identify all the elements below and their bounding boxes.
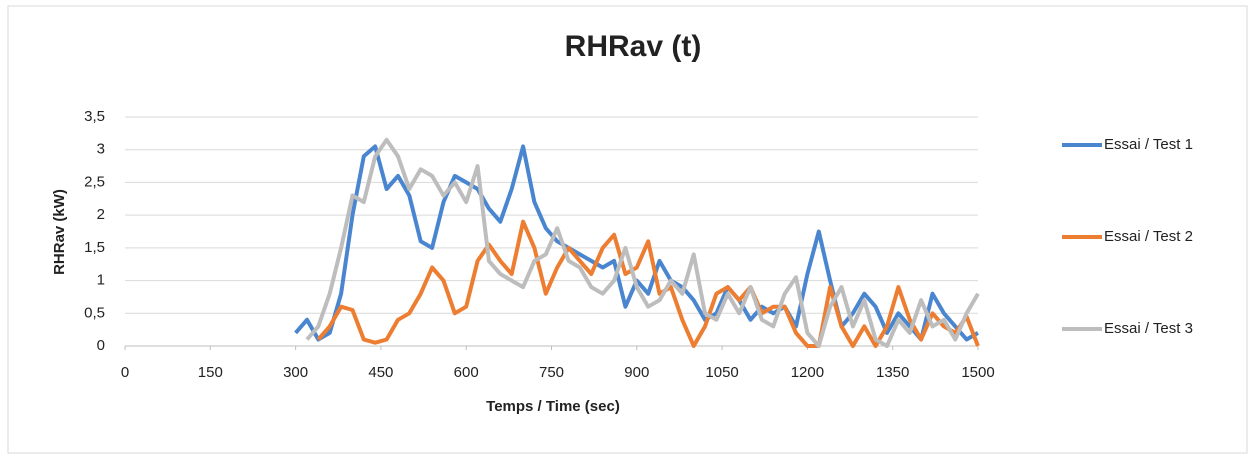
y-axis-label: RHRav (kW) bbox=[51, 189, 68, 275]
legend-label: Essai / Test 1 bbox=[1104, 136, 1193, 153]
x-tick-label: 1050 bbox=[705, 364, 738, 381]
legend-label: Essai / Test 3 bbox=[1104, 320, 1193, 337]
data-line bbox=[305, 137, 980, 348]
x-tick-label: 0 bbox=[121, 364, 129, 381]
y-tick-label: 3 bbox=[97, 141, 105, 158]
x-tick-label: 1350 bbox=[876, 364, 909, 381]
x-tick-label: 1200 bbox=[791, 364, 824, 381]
y-tick-label: 2 bbox=[97, 206, 105, 223]
y-tick-label: 0 bbox=[97, 337, 105, 354]
chart-title: RHRav (t) bbox=[565, 30, 702, 63]
x-axis-label: Temps / Time (sec) bbox=[486, 398, 620, 415]
x-tick-label: 600 bbox=[454, 364, 479, 381]
y-tick-label: 3,5 bbox=[84, 108, 105, 125]
x-tick-label: 1500 bbox=[961, 364, 994, 381]
x-tick-label: 750 bbox=[539, 364, 564, 381]
y-tick-label: 1 bbox=[97, 272, 105, 289]
chart-frame bbox=[7, 5, 1248, 454]
y-tick-label: 0,5 bbox=[84, 304, 105, 321]
x-tick-label: 900 bbox=[624, 364, 649, 381]
y-tick-label: 2,5 bbox=[84, 173, 105, 190]
y-tick-label: 1,5 bbox=[84, 239, 105, 256]
data-line bbox=[316, 219, 980, 348]
x-tick-label: 150 bbox=[198, 364, 223, 381]
x-tick-label: 300 bbox=[283, 364, 308, 381]
x-tick-label: 450 bbox=[368, 364, 393, 381]
legend-label: Essai / Test 2 bbox=[1104, 228, 1193, 245]
